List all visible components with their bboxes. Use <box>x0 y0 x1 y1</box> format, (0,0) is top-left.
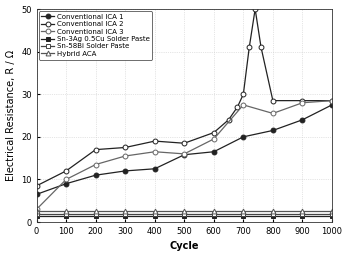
Hybrid ACA <box>123 210 127 213</box>
Conventional ICA 3 <box>330 99 334 102</box>
Conventional ICA 1 <box>241 135 245 138</box>
Sn-3Ag 0.5Cu Solder Paste <box>330 214 334 217</box>
Conventional ICA 2 <box>34 184 39 187</box>
Sn-3Ag 0.5Cu Solder Paste <box>300 214 304 217</box>
Sn-58Bi Solder Paste <box>212 212 216 215</box>
Conventional ICA 1 <box>300 118 304 121</box>
Conventional ICA 3 <box>94 163 98 166</box>
Conventional ICA 3 <box>153 150 157 153</box>
Conventional ICA 1 <box>212 150 216 153</box>
Line: Sn-3Ag 0.5Cu Solder Paste: Sn-3Ag 0.5Cu Solder Paste <box>34 213 334 218</box>
Hybrid ACA <box>241 210 245 213</box>
Line: Conventional ICA 1: Conventional ICA 1 <box>34 103 334 197</box>
Conventional ICA 1 <box>123 169 127 172</box>
Hybrid ACA <box>271 210 275 213</box>
Line: Hybrid ACA: Hybrid ACA <box>34 209 334 214</box>
Conventional ICA 1 <box>64 182 68 185</box>
Conventional ICA 2 <box>64 169 68 172</box>
Sn-58Bi Solder Paste <box>64 212 68 215</box>
Conventional ICA 2 <box>227 118 231 121</box>
Sn-3Ag 0.5Cu Solder Paste <box>153 214 157 217</box>
Conventional ICA 2 <box>235 105 239 108</box>
Sn-58Bi Solder Paste <box>123 212 127 215</box>
Hybrid ACA <box>300 210 304 213</box>
Sn-58Bi Solder Paste <box>300 212 304 215</box>
Sn-58Bi Solder Paste <box>182 212 187 215</box>
Conventional ICA 2 <box>271 99 275 102</box>
Conventional ICA 2 <box>182 142 187 145</box>
Sn-58Bi Solder Paste <box>330 212 334 215</box>
Y-axis label: Electrical Resistance, R / Ω: Electrical Resistance, R / Ω <box>6 50 16 181</box>
Conventional ICA 1 <box>34 193 39 196</box>
Hybrid ACA <box>64 210 68 213</box>
Conventional ICA 3 <box>64 178 68 181</box>
Conventional ICA 1 <box>330 103 334 106</box>
Sn-3Ag 0.5Cu Solder Paste <box>212 214 216 217</box>
Conventional ICA 1 <box>153 167 157 170</box>
Sn-3Ag 0.5Cu Solder Paste <box>94 214 98 217</box>
Sn-58Bi Solder Paste <box>34 212 39 215</box>
Sn-3Ag 0.5Cu Solder Paste <box>64 214 68 217</box>
Hybrid ACA <box>94 210 98 213</box>
Sn-58Bi Solder Paste <box>271 212 275 215</box>
Conventional ICA 2 <box>94 148 98 151</box>
Hybrid ACA <box>182 210 187 213</box>
Conventional ICA 1 <box>182 153 187 156</box>
Sn-58Bi Solder Paste <box>94 212 98 215</box>
Conventional ICA 3 <box>241 103 245 106</box>
Conventional ICA 2 <box>247 46 251 49</box>
Conventional ICA 2 <box>259 46 263 49</box>
Line: Conventional ICA 2: Conventional ICA 2 <box>34 7 334 188</box>
Sn-3Ag 0.5Cu Solder Paste <box>271 214 275 217</box>
Hybrid ACA <box>153 210 157 213</box>
Sn-3Ag 0.5Cu Solder Paste <box>34 214 39 217</box>
Line: Conventional ICA 3: Conventional ICA 3 <box>34 98 334 212</box>
Hybrid ACA <box>330 210 334 213</box>
Sn-3Ag 0.5Cu Solder Paste <box>123 214 127 217</box>
Conventional ICA 2 <box>241 93 245 96</box>
Conventional ICA 2 <box>253 7 257 11</box>
Conventional ICA 2 <box>300 99 304 102</box>
Conventional ICA 2 <box>330 99 334 102</box>
Sn-3Ag 0.5Cu Solder Paste <box>241 214 245 217</box>
Hybrid ACA <box>212 210 216 213</box>
Conventional ICA 2 <box>153 140 157 143</box>
Conventional ICA 2 <box>123 146 127 149</box>
Sn-58Bi Solder Paste <box>241 212 245 215</box>
X-axis label: Cycle: Cycle <box>169 241 199 251</box>
Conventional ICA 3 <box>34 208 39 211</box>
Legend: Conventional ICA 1, Conventional ICA 2, Conventional ICA 3, Sn-3Ag 0.5Cu Solder : Conventional ICA 1, Conventional ICA 2, … <box>39 11 152 60</box>
Conventional ICA 3 <box>123 154 127 158</box>
Conventional ICA 1 <box>94 174 98 177</box>
Sn-3Ag 0.5Cu Solder Paste <box>182 214 187 217</box>
Conventional ICA 3 <box>271 112 275 115</box>
Conventional ICA 2 <box>212 131 216 134</box>
Conventional ICA 3 <box>182 152 187 155</box>
Sn-58Bi Solder Paste <box>153 212 157 215</box>
Conventional ICA 3 <box>212 137 216 141</box>
Hybrid ACA <box>34 210 39 213</box>
Conventional ICA 1 <box>271 129 275 132</box>
Conventional ICA 3 <box>300 101 304 104</box>
Line: Sn-58Bi Solder Paste: Sn-58Bi Solder Paste <box>34 211 334 216</box>
